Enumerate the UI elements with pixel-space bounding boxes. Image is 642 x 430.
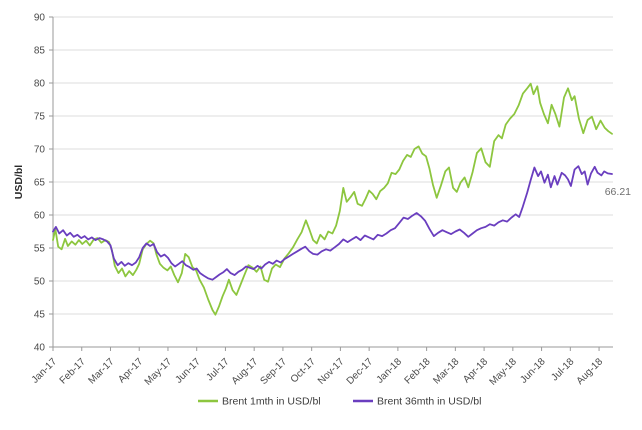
y-axis-title: USD/bl	[13, 165, 25, 200]
y-tick-label: 70	[34, 145, 46, 156]
x-tick-label: Jun-17	[173, 356, 203, 386]
legend-label-brent-36mth: Brent 36mth in USD/bl	[377, 396, 481, 408]
x-tick-label: Apr-18	[461, 356, 490, 385]
x-tick-label: Oct-17	[289, 356, 318, 385]
y-tick-label: 60	[34, 211, 46, 222]
x-tick-label: Aug-18	[575, 356, 606, 387]
x-tick-label: Jun-18	[518, 356, 548, 386]
x-tick-label: Nov-17	[316, 356, 347, 387]
y-tick-label: 80	[34, 79, 46, 90]
x-tick-label: Mar-18	[431, 356, 461, 386]
x-tick-label: Aug-17	[230, 356, 261, 387]
y-tick-label: 85	[34, 46, 46, 57]
gridlines	[53, 16, 613, 315]
y-tick-label: 65	[34, 178, 46, 189]
x-tick-label: Sep-17	[258, 356, 289, 387]
x-tick-label: Feb-17	[58, 356, 88, 386]
y-tick-label: 55	[34, 244, 46, 255]
series-lines	[52, 82, 613, 316]
x-tick-label: Feb-18	[403, 356, 433, 386]
x-tick-label: Jul-18	[549, 356, 576, 383]
x-tick-label: Apr-17	[116, 356, 145, 385]
x-tick-label: May-18	[488, 356, 520, 388]
x-tick-label: Jul-17	[205, 356, 232, 383]
x-tick-label: May-17	[143, 356, 175, 388]
y-tick-label: 90	[34, 13, 46, 24]
y-tick-label: 45	[34, 310, 46, 321]
x-tick-label: Jan-17	[30, 356, 60, 386]
legend: Brent 1mth in USD/bl Brent 36mth in USD/…	[198, 396, 481, 408]
legend-label-brent-1mth: Brent 1mth in USD/bl	[222, 396, 321, 408]
x-tick-label: Mar-17	[86, 356, 116, 386]
series-line-brent-36mth	[52, 165, 613, 281]
y-tick-label: 40	[34, 343, 46, 354]
x-tick-label: Dec-17	[345, 356, 376, 387]
y-tick-label: 50	[34, 277, 46, 288]
series-line-brent-1mth	[52, 82, 613, 316]
last-value-annotation: 66.21	[605, 186, 631, 198]
y-tick-label: 75	[34, 112, 46, 123]
x-tick-label: Jan-18	[375, 356, 405, 386]
